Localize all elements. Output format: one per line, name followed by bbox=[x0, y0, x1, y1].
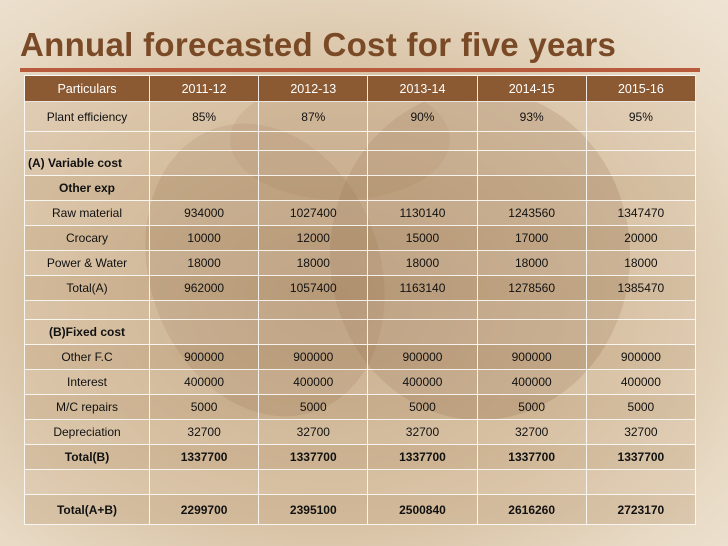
forecast-cost-table: Particulars 2011-12 2012-13 2013-14 2014… bbox=[24, 75, 697, 525]
table-cell: 5000 bbox=[476, 394, 587, 420]
subsection-row: Other exp bbox=[24, 175, 697, 201]
table-cell: 2616260 bbox=[476, 494, 587, 525]
table-row-total-b: Total(B) 1337700 1337700 1337700 1337700… bbox=[24, 444, 697, 470]
table-cell: 15000 bbox=[367, 225, 478, 251]
table-cell: 1337700 bbox=[367, 444, 478, 470]
table-row-grand-total: Total(A+B) 2299700 2395100 2500840 26162… bbox=[24, 494, 697, 525]
table-header-row: Particulars 2011-12 2012-13 2013-14 2014… bbox=[24, 75, 697, 102]
table-cell: 1130140 bbox=[367, 200, 478, 226]
table-cell: 12000 bbox=[258, 225, 369, 251]
section-row: (B)Fixed cost bbox=[24, 319, 697, 345]
table-cell: 5000 bbox=[367, 394, 478, 420]
row-label: Total(B) bbox=[24, 444, 150, 470]
table-row: Other F.C 900000 900000 900000 900000 90… bbox=[24, 344, 697, 370]
row-label: Depreciation bbox=[24, 419, 150, 445]
table-cell: 18000 bbox=[476, 250, 587, 276]
column-header: 2013-14 bbox=[367, 75, 478, 102]
section-row: (A) Variable cost bbox=[24, 150, 697, 176]
row-label: Power & Water bbox=[24, 250, 150, 276]
slide-title: Annual forecasted Cost for five years bbox=[20, 26, 617, 63]
table-cell: 2500840 bbox=[367, 494, 478, 525]
section-label-fixed-cost: (B)Fixed cost bbox=[24, 319, 150, 345]
table-cell: 17000 bbox=[476, 225, 587, 251]
table-cell: 900000 bbox=[476, 344, 587, 370]
spacer-row bbox=[24, 131, 697, 151]
table-cell: 32700 bbox=[258, 419, 369, 445]
table-cell: 1347470 bbox=[585, 200, 697, 226]
table-cell: 85% bbox=[148, 101, 260, 132]
table-cell: 962000 bbox=[148, 275, 260, 301]
row-label: Total(A+B) bbox=[24, 494, 150, 525]
table-cell: 900000 bbox=[585, 344, 697, 370]
table-row: Crocary 10000 12000 15000 17000 20000 bbox=[24, 225, 697, 251]
row-label: Other F.C bbox=[24, 344, 150, 370]
table-cell: 900000 bbox=[367, 344, 478, 370]
table-cell: 400000 bbox=[476, 369, 587, 395]
table-cell: 400000 bbox=[585, 369, 697, 395]
table-cell: 400000 bbox=[148, 369, 260, 395]
table-cell: 18000 bbox=[148, 250, 260, 276]
table-cell: 90% bbox=[367, 101, 478, 132]
table-cell: 2299700 bbox=[148, 494, 260, 525]
table-cell: 20000 bbox=[585, 225, 697, 251]
table-cell: 5000 bbox=[585, 394, 697, 420]
table-cell: 1243560 bbox=[476, 200, 587, 226]
table-cell: 32700 bbox=[476, 419, 587, 445]
table-cell: 87% bbox=[258, 101, 369, 132]
table-cell: 18000 bbox=[258, 250, 369, 276]
title-underline bbox=[20, 68, 700, 72]
table-row: Power & Water 18000 18000 18000 18000 18… bbox=[24, 250, 697, 276]
table-cell: 93% bbox=[476, 101, 587, 132]
table-row: Depreciation 32700 32700 32700 32700 327… bbox=[24, 419, 697, 445]
table-cell: 1278560 bbox=[476, 275, 587, 301]
row-label: Total(A) bbox=[24, 275, 150, 301]
table-cell: 1027400 bbox=[258, 200, 369, 226]
table-row: M/C repairs 5000 5000 5000 5000 5000 bbox=[24, 394, 697, 420]
table-cell: 1337700 bbox=[476, 444, 587, 470]
table-cell: 18000 bbox=[585, 250, 697, 276]
table-cell: 1337700 bbox=[258, 444, 369, 470]
column-header: 2014-15 bbox=[476, 75, 587, 102]
table-cell: 900000 bbox=[258, 344, 369, 370]
table-cell: 32700 bbox=[148, 419, 260, 445]
table-cell: 1337700 bbox=[585, 444, 697, 470]
row-label: Plant efficiency bbox=[24, 101, 150, 132]
subsection-label-other-exp: Other exp bbox=[24, 175, 150, 201]
column-header: 2015-16 bbox=[585, 75, 697, 102]
table-row: Interest 400000 400000 400000 400000 400… bbox=[24, 369, 697, 395]
table-cell: 32700 bbox=[367, 419, 478, 445]
table-cell: 1057400 bbox=[258, 275, 369, 301]
column-header: 2011-12 bbox=[148, 75, 260, 102]
table-cell: 10000 bbox=[148, 225, 260, 251]
row-label: Interest bbox=[24, 369, 150, 395]
table-cell: 400000 bbox=[258, 369, 369, 395]
table-cell: 2395100 bbox=[258, 494, 369, 525]
table-cell: 1337700 bbox=[148, 444, 260, 470]
table-cell: 18000 bbox=[367, 250, 478, 276]
spacer-row bbox=[24, 300, 697, 320]
section-label-variable-cost: (A) Variable cost bbox=[24, 150, 150, 176]
column-header: Particulars bbox=[24, 75, 150, 102]
column-header: 2012-13 bbox=[258, 75, 369, 102]
table-cell: 32700 bbox=[585, 419, 697, 445]
table-row: Plant efficiency 85% 87% 90% 93% 95% bbox=[24, 101, 697, 132]
row-label: M/C repairs bbox=[24, 394, 150, 420]
table-cell: 934000 bbox=[148, 200, 260, 226]
table-cell: 5000 bbox=[148, 394, 260, 420]
row-label: Raw material bbox=[24, 200, 150, 226]
table-cell: 2723170 bbox=[585, 494, 697, 525]
table-row: Raw material 934000 1027400 1130140 1243… bbox=[24, 200, 697, 226]
table-cell: 1163140 bbox=[367, 275, 478, 301]
table-cell: 5000 bbox=[258, 394, 369, 420]
table-cell: 900000 bbox=[148, 344, 260, 370]
table-cell: 95% bbox=[585, 101, 697, 132]
table-cell: 400000 bbox=[367, 369, 478, 395]
row-label: Crocary bbox=[24, 225, 150, 251]
spacer-row bbox=[24, 469, 697, 495]
table-cell: 1385470 bbox=[585, 275, 697, 301]
table-row-total-a: Total(A) 962000 1057400 1163140 1278560 … bbox=[24, 275, 697, 301]
